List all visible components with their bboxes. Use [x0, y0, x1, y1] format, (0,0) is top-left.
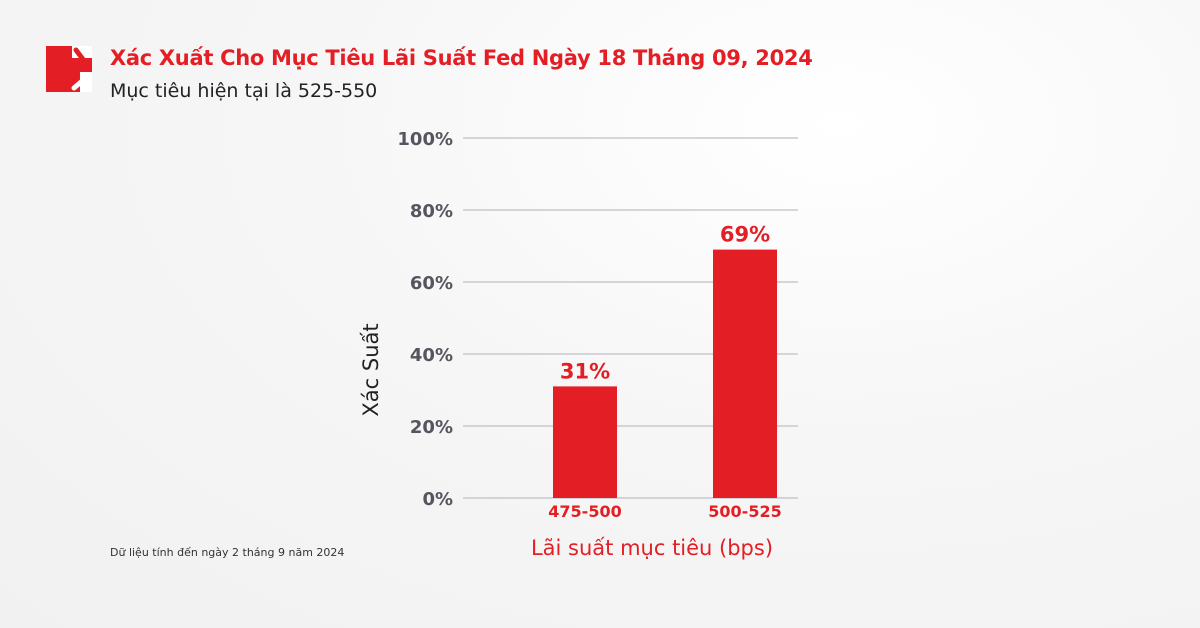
y-tick-label: 60%: [410, 273, 453, 294]
chart-title: Xác Xuất Cho Mục Tiêu Lãi Suất Fed Ngày …: [110, 46, 813, 70]
chart-subtitle: Mục tiêu hiện tại là 525-550: [110, 80, 378, 102]
x-axis-label: Lãi suất mục tiêu (bps): [531, 536, 773, 560]
footnote: Dữ liệu tính đến ngày 2 tháng 9 năm 2024: [110, 546, 345, 559]
brand-logo: [46, 46, 92, 92]
x-tick-label: 500-525: [708, 502, 781, 521]
y-axis-label: Xác Suất: [359, 323, 383, 416]
y-tick-label: 0%: [422, 489, 453, 510]
y-tick-label: 100%: [397, 129, 453, 150]
bar: [553, 386, 617, 498]
y-tick-label: 20%: [410, 417, 453, 438]
x-tick-label: 475-500: [548, 502, 621, 521]
data-label: 31%: [560, 359, 610, 383]
bar: [713, 249, 777, 498]
y-tick-label: 40%: [410, 345, 453, 366]
y-tick-label: 80%: [410, 201, 453, 222]
data-label: 69%: [720, 223, 770, 247]
